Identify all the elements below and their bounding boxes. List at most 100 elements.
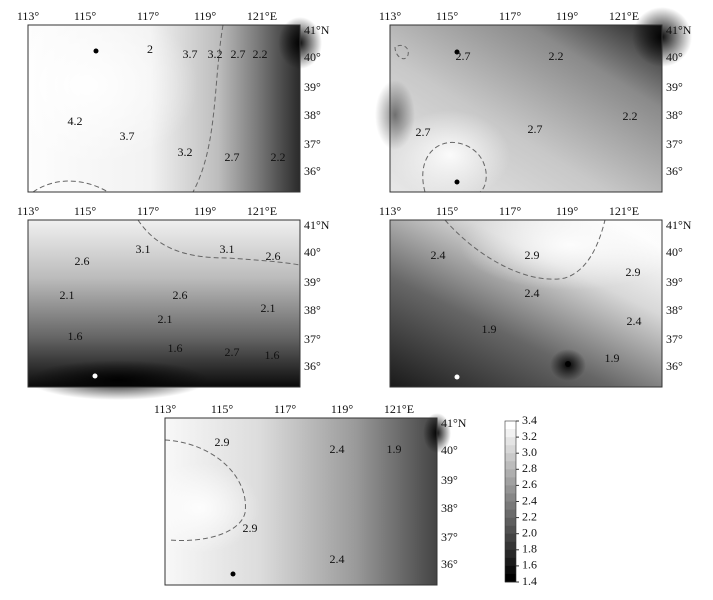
colorbar-label: 2.8 (522, 461, 537, 475)
latitude-label: 36° (666, 164, 683, 178)
colorbar-label: 3.0 (522, 445, 537, 459)
longitude-label: 115° (211, 402, 234, 416)
contour-label: 2.4 (330, 442, 345, 456)
contour-label: 2.2 (253, 47, 268, 61)
contour-label: 1.9 (387, 442, 402, 456)
colorbar-segment (505, 461, 516, 470)
map-panel: 113° 115° 117° 119° 121°E 41°N 40° 39° 38° 37° 36°… (379, 200, 692, 388)
longitude-label: 113° (17, 204, 40, 218)
contour-label: 1.6 (168, 341, 183, 355)
map-panel: 113° 115° 117° 119° 121°E 41°N 40° 39° 38° 37° 36°… (140, 402, 467, 586)
colorbar-segment (505, 509, 516, 518)
latitude-label: 36° (304, 164, 321, 178)
light-area (140, 463, 260, 553)
longitude-label: 121°E (247, 204, 277, 218)
latitude-label: 39° (304, 80, 321, 94)
contour-label: 1.9 (482, 322, 497, 336)
longitude-label: 121°E (247, 9, 277, 23)
map-frame (27, 24, 301, 193)
dashed-contour (422, 141, 487, 193)
colorbar-label: 2.2 (522, 509, 537, 523)
longitude-label: 119° (194, 9, 217, 23)
longitude-label: 115° (436, 204, 459, 218)
longitude-label: 115° (74, 204, 97, 218)
site-dot (92, 373, 98, 379)
latitude-label: 37° (666, 137, 683, 151)
dashed-contour (137, 219, 301, 266)
contour-label: 1.6 (265, 348, 280, 362)
colorbar-segment (505, 485, 516, 494)
light-area (390, 110, 510, 200)
contour-label: 1.6 (68, 329, 83, 343)
contour-label: 3.2 (178, 145, 193, 159)
colorbar-segment (505, 453, 516, 462)
latitude-label: 37° (304, 137, 321, 151)
latitude-label: 39° (304, 275, 321, 289)
contour-label: 2.4 (330, 552, 345, 566)
longitude-label: 117° (499, 9, 522, 23)
longitude-label: 119° (194, 204, 217, 218)
contour-label: 2.1 (60, 288, 75, 302)
contour-label: 2.9 (243, 521, 258, 535)
colorbar-segment (505, 469, 516, 478)
dashed-contour (192, 24, 224, 193)
longitude-label: 117° (274, 402, 297, 416)
longitude-label: 117° (499, 204, 522, 218)
latitude-label: 36° (304, 359, 321, 373)
contour-label: 3.2 (208, 47, 223, 61)
contour-label: 1.9 (605, 351, 620, 365)
longitude-label: 121°E (609, 204, 639, 218)
contour-label: 2.4 (431, 248, 446, 262)
latitude-label: 38° (666, 303, 683, 317)
dashed-contour (32, 180, 109, 193)
light-area (460, 200, 680, 290)
latitude-label: 37° (441, 530, 458, 544)
colorbar-segment (505, 541, 516, 551)
latitude-label: 38° (666, 108, 683, 122)
longitude-label: 113° (17, 9, 40, 23)
contour-label: 4.2 (68, 114, 83, 128)
dashed-contour (164, 439, 246, 542)
latitude-label: 38° (441, 501, 458, 515)
contour-label: 2.6 (75, 254, 90, 268)
contour-label: 2.9 (626, 265, 641, 279)
dashed-contour (444, 219, 606, 280)
longitude-label: 113° (379, 9, 402, 23)
latitude-label: 41°N (666, 218, 692, 232)
dashed-contour (394, 44, 409, 60)
contour-label: 2.9 (215, 435, 230, 449)
colorbar-segment (505, 445, 516, 454)
contour-label: 2.4 (525, 286, 540, 300)
contour-label: 2.6 (173, 288, 188, 302)
latitude-label: 41°N (441, 416, 467, 430)
map-frame (27, 219, 301, 388)
latitude-label: 38° (304, 303, 321, 317)
contour-label: 2.7 (456, 49, 471, 63)
colorbar-label: 2.4 (522, 493, 537, 507)
map-fill (28, 220, 300, 387)
colorbar-segment (505, 573, 516, 583)
map-panel: 113° 115° 117° 119° 121°E 41°N 40° 39° 38° 37° 36°… (375, 7, 692, 200)
contour-label: 3.7 (120, 129, 135, 143)
latitude-label: 39° (666, 80, 683, 94)
latitude-label: 40° (304, 245, 321, 259)
longitude-label: 119° (556, 9, 579, 23)
latitude-label: 36° (666, 359, 683, 373)
contour-label: 3.1 (136, 242, 151, 256)
contour-label: 2.7 (231, 47, 246, 61)
map-panel: 113° 115° 117° 119° 121°E 41°N 40° 39° 38° 37° 36°… (17, 204, 330, 400)
contour-label: 2.4 (627, 314, 642, 328)
latitude-label: 40° (666, 245, 683, 259)
contour-label: 2.9 (525, 248, 540, 262)
map-frame (389, 219, 663, 388)
colorbar-segment (505, 421, 516, 430)
colorbar-segment (505, 429, 516, 438)
colorbar-label: 1.4 (522, 574, 537, 588)
latitude-label: 40° (441, 443, 458, 457)
colorbar-segment (505, 533, 516, 543)
colorbar-segment (505, 517, 516, 526)
contour-label: 2.7 (528, 122, 543, 136)
latitude-label: 39° (441, 473, 458, 487)
light-area (0, 5, 198, 165)
